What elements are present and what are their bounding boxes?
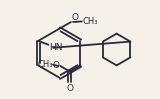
Text: CH₃: CH₃ xyxy=(37,60,53,69)
Text: CH₃: CH₃ xyxy=(82,17,98,26)
Text: O: O xyxy=(53,61,60,70)
Text: O: O xyxy=(66,84,73,93)
Text: HN: HN xyxy=(49,43,63,52)
Text: O: O xyxy=(71,13,78,22)
